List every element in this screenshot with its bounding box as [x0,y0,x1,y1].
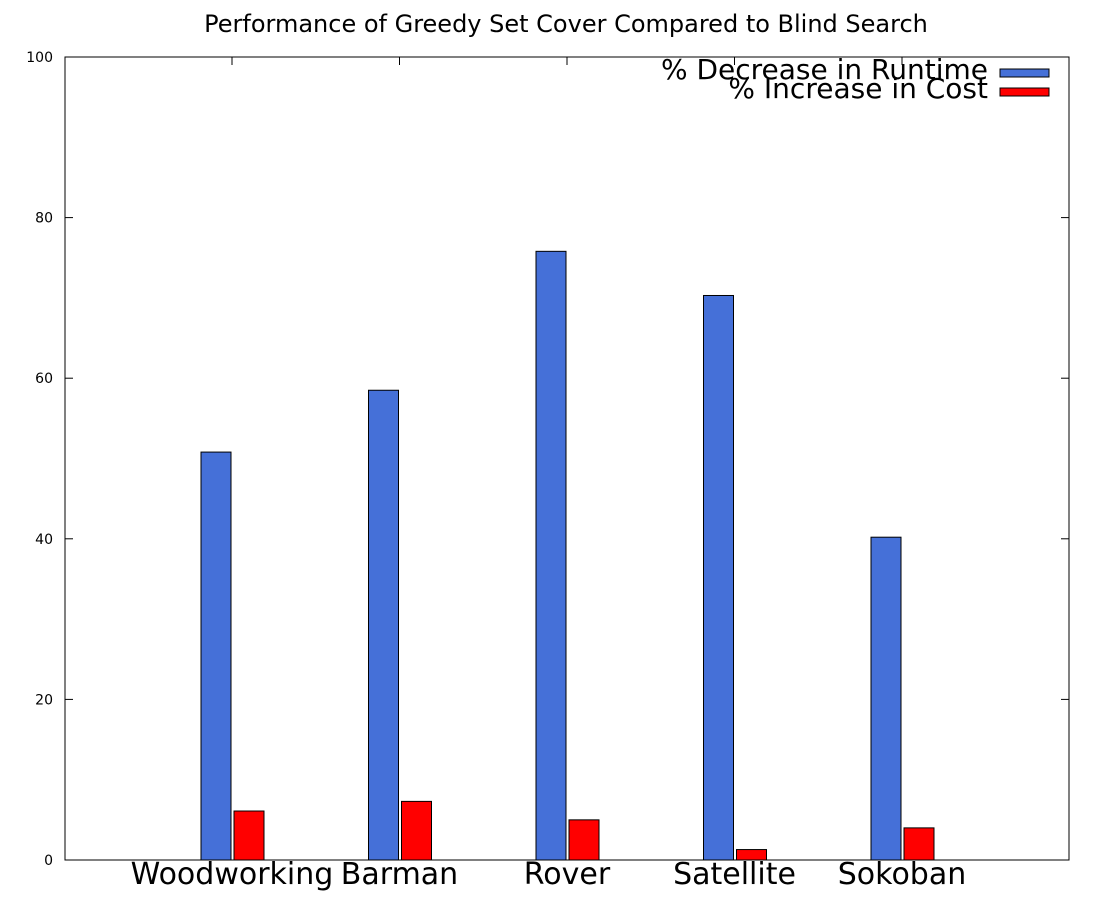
y-tick-label: 60 [35,371,53,387]
x-tick-label: Barman [341,857,458,892]
x-tick-label: Satellite [673,857,796,892]
bar-runtime-rover [535,250,567,861]
bar-runtime-satellite [703,294,734,861]
bar-cost-woodworking [233,810,265,861]
legend-swatch [999,68,1050,78]
bar-cost-satellite [736,849,767,861]
x-tick-label: Rover [524,857,611,892]
legend-label: % Decrease in Runtime [661,53,988,86]
bar-runtime-sokoban [870,536,902,861]
y-tick-label: 100 [26,50,53,66]
bar-runtime-barman [368,389,399,861]
legend-label: % Increase in Cost [728,72,988,105]
x-tick-label: Woodworking [131,857,334,892]
y-tick-label: 0 [44,853,53,869]
chart-title: Performance of Greedy Set Cover Compared… [204,10,928,38]
y-tick-label: 80 [35,211,53,227]
bar-cost-barman [401,800,432,861]
y-tick-label: 40 [35,532,53,548]
y-tick-label: 20 [35,692,53,708]
x-tick-label: Sokoban [838,857,967,892]
bar-runtime-woodworking [200,451,232,861]
plot-area: 0 20 40 60 80 100 Woodworking Barman Rover Satell… [26,50,1070,892]
legend-swatch [999,87,1050,97]
bar-cost-sokoban [903,827,935,861]
bar-cost-rover [568,819,600,861]
